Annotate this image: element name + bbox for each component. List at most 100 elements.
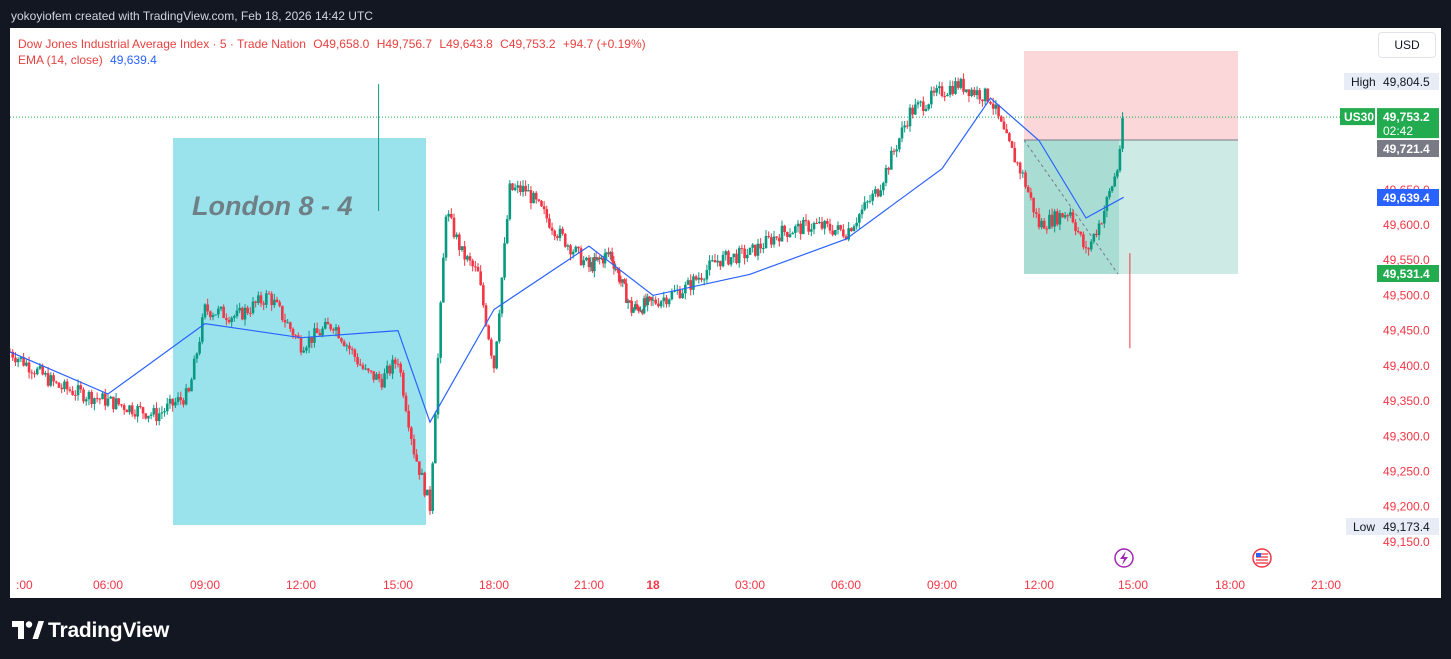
candle-body: [796, 223, 800, 227]
candle-body: [874, 189, 877, 194]
y-axis-tick-label: 49,600.0: [1383, 218, 1430, 232]
candle-body: [1055, 211, 1059, 225]
candle-body: [892, 150, 896, 152]
candle-body: [452, 217, 456, 238]
candle-body: [171, 398, 174, 406]
candle-body: [257, 295, 260, 303]
candle-body: [490, 339, 493, 356]
candle-body: [165, 403, 169, 412]
candle-body: [804, 219, 808, 222]
low-value: 49,173.4: [1383, 520, 1430, 534]
candle-body: [25, 362, 28, 366]
candle-body: [978, 90, 982, 100]
candle-body: [839, 225, 842, 230]
risk-zone[interactable]: [1024, 51, 1238, 140]
candle-body: [548, 218, 551, 228]
candle-body: [529, 190, 533, 204]
candle-body: [16, 359, 20, 363]
candle-body: [727, 251, 730, 265]
candle-body: [794, 226, 797, 233]
candle-body: [1016, 162, 1019, 164]
candle-body: [930, 90, 933, 105]
high-tag-bg: [1344, 73, 1439, 90]
candle-body: [834, 229, 837, 235]
candle-body: [302, 350, 305, 353]
candle-body: [157, 413, 161, 422]
candle-body: [434, 414, 437, 464]
candle-body: [617, 270, 621, 282]
us-flag-event-icon[interactable]: [1252, 548, 1272, 568]
candle-body: [281, 305, 284, 320]
candle-body: [93, 398, 96, 405]
candle-body: [471, 260, 474, 267]
candle-body: [737, 248, 741, 264]
price-chart[interactable]: London 8 - 4 49,150.0 49,200.0 49,250.0 49,3…: [10, 28, 1441, 598]
candle-body: [778, 237, 781, 242]
candle-body: [770, 237, 773, 245]
candle-body: [201, 317, 204, 342]
currency-button[interactable]: USD: [1378, 32, 1436, 58]
candle-body: [144, 413, 148, 419]
candle-body: [152, 408, 156, 415]
candle-body: [556, 236, 559, 238]
candle-body: [394, 359, 397, 364]
candle-body: [831, 230, 834, 235]
candle-body: [106, 398, 110, 406]
x-axis-tick-label: 12:00: [286, 578, 316, 592]
candle-body: [967, 89, 971, 96]
chart-panel[interactable]: London 8 - 4 49,150.0 49,200.0 49,250.0 49,3…: [10, 28, 1441, 598]
candle-body: [1087, 248, 1090, 250]
candle-body: [1013, 147, 1017, 163]
candle-body: [767, 236, 770, 238]
candle-body: [577, 246, 580, 249]
candle-body: [235, 310, 239, 317]
candle-body: [654, 299, 657, 304]
candle-body: [550, 227, 554, 231]
candle-body: [195, 353, 199, 359]
candle-body: [1076, 230, 1080, 232]
candle-body: [999, 116, 1003, 122]
candle-body: [334, 327, 338, 331]
candle-body: [1040, 220, 1043, 228]
candle-body: [702, 279, 706, 281]
high-label: H: [376, 37, 386, 51]
candle-body: [732, 253, 736, 258]
candle-body: [38, 365, 42, 369]
candle-body: [783, 225, 786, 232]
candle-body: [265, 293, 268, 305]
candle-body: [41, 365, 44, 375]
candle-body: [563, 233, 567, 247]
flag-canton: [1256, 553, 1261, 557]
candle-body: [579, 248, 583, 266]
top-bar: yokoyiofem created with TradingView.com,…: [0, 0, 1451, 32]
candle-body: [619, 281, 623, 283]
candle-body: [815, 222, 818, 224]
candle-body: [927, 104, 930, 109]
candle-body: [484, 305, 488, 326]
candle-body: [898, 138, 901, 150]
candle-body: [1079, 231, 1083, 235]
candle-body: [818, 221, 821, 224]
candle-body: [719, 260, 722, 267]
candle-body: [147, 415, 150, 419]
candle-body: [27, 362, 31, 373]
candle-body: [954, 81, 957, 94]
tradingview-brand[interactable]: TradingView: [12, 618, 212, 644]
candle-body: [662, 297, 666, 302]
high-value: 49,804.5: [1383, 75, 1430, 89]
candle-body: [458, 234, 461, 251]
candle-body: [133, 414, 137, 417]
candle-body: [101, 393, 104, 400]
candle-body: [136, 405, 139, 417]
candle-body: [294, 335, 297, 337]
ema-label[interactable]: EMA (14, close): [18, 53, 103, 67]
candle-body: [973, 89, 976, 96]
symbol-title[interactable]: Dow Jones Industrial Average Index · 5 ·…: [18, 37, 306, 51]
open-value: 49,658.0: [322, 37, 370, 51]
candle-body: [1005, 129, 1008, 134]
footer: TradingView: [0, 600, 1451, 659]
candle-body: [95, 398, 99, 400]
candle-body: [63, 381, 66, 390]
candle-body: [211, 315, 215, 318]
candle-body: [670, 291, 674, 300]
